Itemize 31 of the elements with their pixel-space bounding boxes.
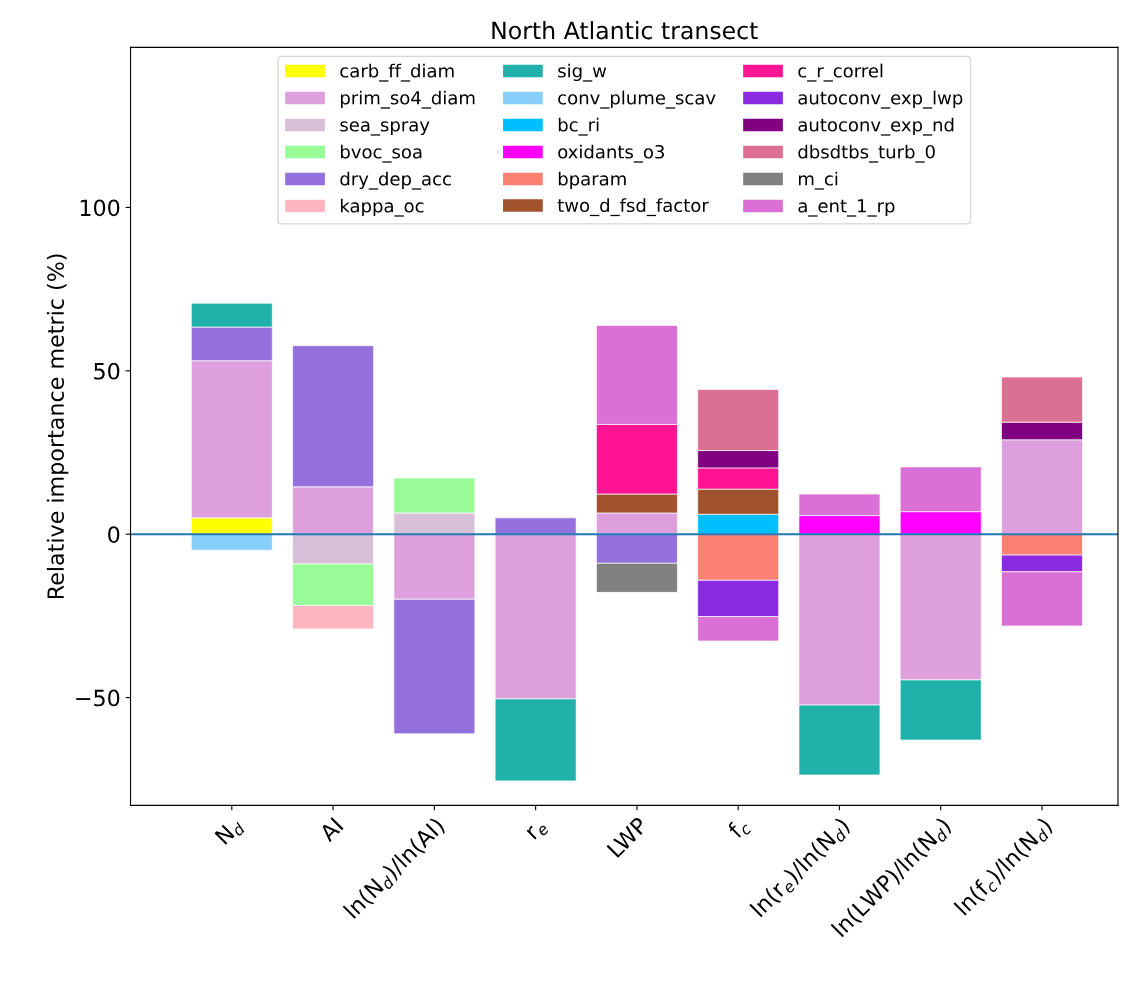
legend-label: dbsdtbs_turb_0 xyxy=(798,144,935,163)
legend-label: prim_so4_diam xyxy=(340,90,475,109)
legend-label: dry_dep_acc xyxy=(340,171,451,190)
legend-label: sig_w xyxy=(558,63,607,82)
legend-label: bvoc_soa xyxy=(340,144,422,163)
legend-label: oxidants_o3 xyxy=(558,144,664,163)
legend-label: sea_spray xyxy=(340,121,430,136)
legend-label: autoconv_exp_nd xyxy=(798,117,954,136)
legend-label: kappa_oc xyxy=(340,198,424,217)
x-tick-label: r$_{e}$ xyxy=(526,819,550,843)
y-axis-title: Relative importance metric (%) xyxy=(46,254,69,599)
x-tick-label: ln(f$_{c}$)/ln(N$_{d}$) xyxy=(953,816,1056,919)
y-tick-label: 0 xyxy=(108,526,120,543)
bar xyxy=(190,533,273,551)
x-tick-label: AI xyxy=(318,817,344,843)
legend-label: c_r_correl xyxy=(798,63,883,82)
legend-label: two_d_fsd_factor xyxy=(557,198,709,217)
legend-label: a_ent_1_rp xyxy=(798,199,895,217)
legend-label: m_ci xyxy=(798,171,838,190)
y-tick-label: −50 xyxy=(76,689,120,707)
y-tick-label: 100 xyxy=(80,199,120,217)
legend-label: carb_ff_diam xyxy=(340,63,454,82)
legend-label: conv_plume_scav xyxy=(558,90,716,109)
x-tick-label: N$_{d}$ xyxy=(214,815,247,848)
legend-label: bc_ri xyxy=(558,117,599,136)
y-tick-label: 50 xyxy=(94,362,120,380)
bar xyxy=(494,517,577,535)
chart-title: North Atlantic transect xyxy=(492,21,758,40)
legend-label: bparam xyxy=(558,171,626,190)
legend-label: autoconv_exp_lwp xyxy=(798,90,963,109)
x-tick-label: f$_{c}$ xyxy=(726,815,753,842)
